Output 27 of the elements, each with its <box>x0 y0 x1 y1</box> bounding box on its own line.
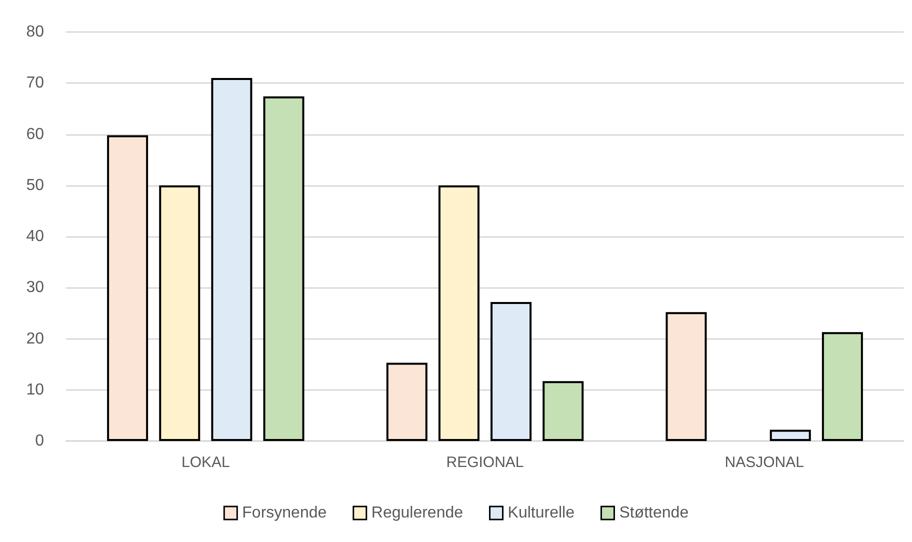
x-tick-label: NASJONAL <box>724 454 804 471</box>
legend-label: Forsynende <box>242 504 327 522</box>
bar <box>490 302 532 441</box>
bar <box>438 185 480 441</box>
y-tick-label: 70 <box>26 74 44 92</box>
x-tick-label: REGIONAL <box>446 454 524 471</box>
bar <box>542 381 584 441</box>
bar <box>263 96 304 441</box>
bar <box>822 332 863 441</box>
y-tick-label: 0 <box>35 432 44 450</box>
legend-label: Støttende <box>619 504 689 522</box>
y-tick-label: 10 <box>26 381 44 398</box>
y-tick-label: 20 <box>26 330 44 348</box>
bar <box>770 430 811 441</box>
y-tick-label: 80 <box>26 24 44 40</box>
bar <box>211 78 252 441</box>
x-tick-label: LOKAL <box>181 454 230 471</box>
y-tick-label: 50 <box>26 176 44 194</box>
legend-label: Regulerende <box>371 504 464 522</box>
y-tick-label: 60 <box>26 126 44 143</box>
bar <box>107 135 148 441</box>
y-tick-label: 30 <box>26 279 44 296</box>
y-tick-label: 40 <box>26 228 44 245</box>
bar <box>666 312 707 441</box>
bar <box>159 185 200 441</box>
legend-label: Kulturelle <box>508 504 575 522</box>
bar <box>386 362 428 441</box>
